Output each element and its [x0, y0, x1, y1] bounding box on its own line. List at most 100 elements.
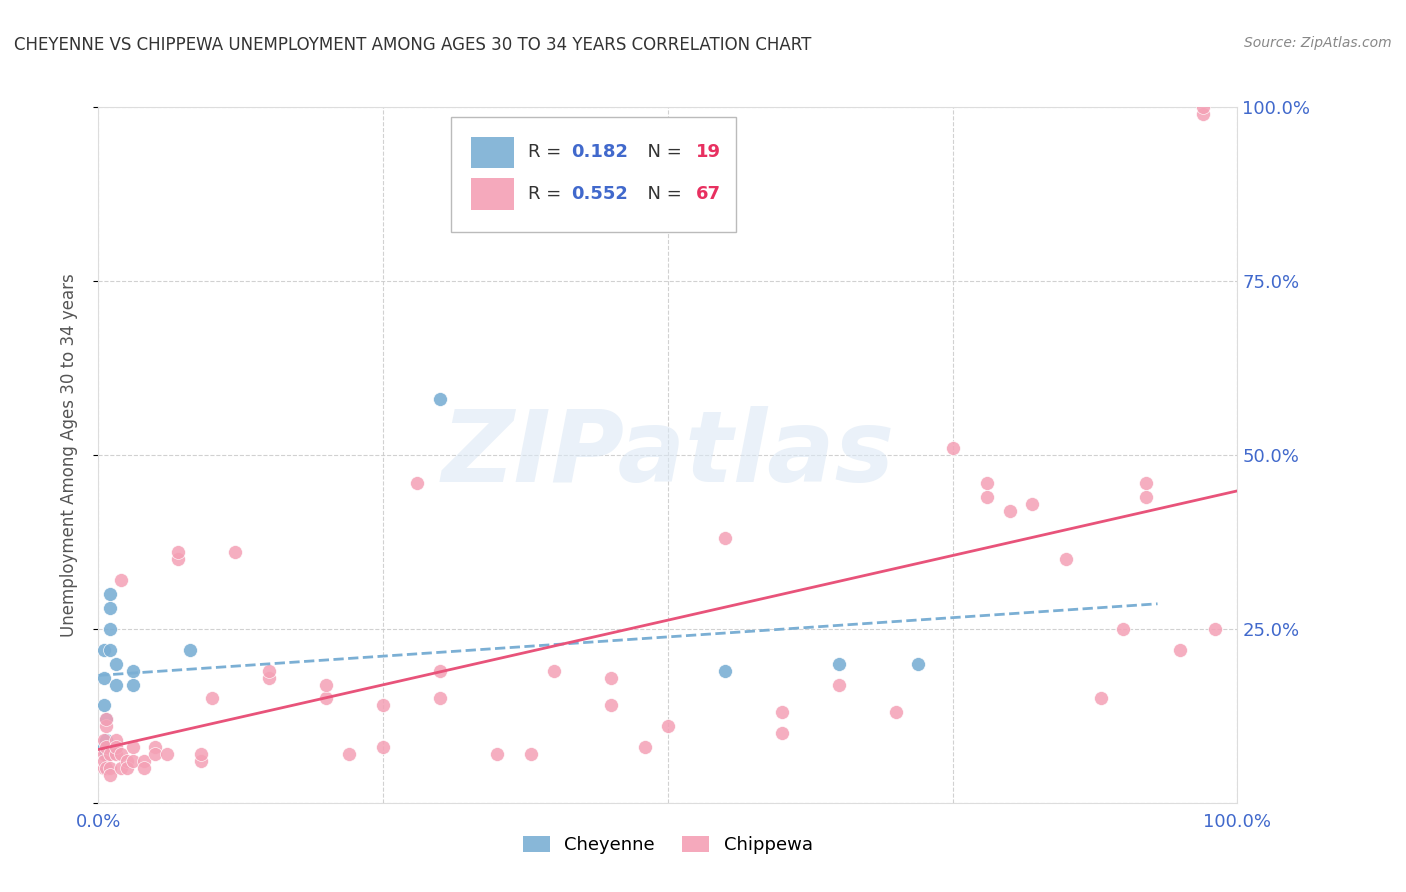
Point: [224, 545, 246, 559]
Point: [115, 754, 138, 768]
Point: [998, 503, 1021, 517]
Point: [98, 587, 121, 601]
Point: [315, 677, 337, 691]
Point: [657, 719, 679, 733]
Point: [96, 761, 118, 775]
Point: [1021, 497, 1043, 511]
Point: [104, 747, 127, 761]
Point: [486, 747, 509, 761]
Point: [93, 642, 115, 657]
Point: [942, 441, 965, 455]
FancyBboxPatch shape: [471, 136, 515, 168]
Point: [98, 601, 121, 615]
Point: [98, 642, 121, 657]
Point: [1135, 475, 1157, 490]
Point: [96, 719, 118, 733]
Point: [145, 740, 167, 755]
Point: [96, 712, 118, 726]
Legend: Cheyenne, Chippewa: Cheyenne, Chippewa: [515, 827, 821, 863]
Point: [429, 664, 451, 678]
Point: [167, 545, 190, 559]
Point: [121, 740, 143, 755]
Text: ZIPatlas: ZIPatlas: [441, 407, 894, 503]
Point: [104, 740, 127, 755]
Text: N =: N =: [636, 144, 688, 161]
Point: [406, 475, 429, 490]
Text: N =: N =: [636, 185, 688, 203]
Point: [96, 740, 118, 755]
Point: [190, 754, 212, 768]
Point: [104, 733, 127, 747]
Text: CHEYENNE VS CHIPPEWA UNEMPLOYMENT AMONG AGES 30 TO 34 YEARS CORRELATION CHART: CHEYENNE VS CHIPPEWA UNEMPLOYMENT AMONG …: [14, 36, 811, 54]
Point: [98, 622, 121, 636]
Point: [104, 657, 127, 671]
Point: [1170, 642, 1192, 657]
Point: [93, 754, 115, 768]
Point: [315, 691, 337, 706]
Point: [1112, 622, 1135, 636]
Point: [110, 761, 132, 775]
Point: [371, 698, 394, 713]
Point: [770, 706, 793, 720]
Point: [976, 475, 998, 490]
Text: Source: ZipAtlas.com: Source: ZipAtlas.com: [1244, 36, 1392, 50]
Point: [714, 664, 737, 678]
Point: [104, 677, 127, 691]
Text: R =: R =: [527, 144, 567, 161]
Point: [96, 747, 118, 761]
Point: [190, 747, 212, 761]
Point: [132, 754, 155, 768]
Point: [96, 712, 118, 726]
Point: [429, 392, 451, 407]
Point: [201, 691, 224, 706]
Point: [1054, 552, 1078, 566]
Text: 67: 67: [696, 185, 721, 203]
Point: [520, 747, 543, 761]
Text: 0.182: 0.182: [571, 144, 628, 161]
Y-axis label: Unemployment Among Ages 30 to 34 years: Unemployment Among Ages 30 to 34 years: [59, 273, 77, 637]
Point: [1204, 622, 1226, 636]
Point: [179, 642, 201, 657]
Point: [259, 671, 281, 685]
Text: R =: R =: [527, 185, 567, 203]
Point: [600, 698, 623, 713]
Point: [429, 691, 451, 706]
Point: [634, 740, 657, 755]
Point: [976, 490, 998, 504]
Point: [93, 698, 115, 713]
Point: [828, 677, 851, 691]
Point: [121, 677, 143, 691]
Point: [371, 740, 394, 755]
Point: [96, 761, 118, 775]
Point: [156, 747, 179, 761]
Point: [93, 747, 115, 761]
Point: [167, 552, 190, 566]
Point: [145, 747, 167, 761]
Text: 19: 19: [696, 144, 721, 161]
Point: [132, 761, 155, 775]
Point: [907, 657, 929, 671]
FancyBboxPatch shape: [471, 178, 515, 210]
Point: [259, 664, 281, 678]
Point: [1135, 490, 1157, 504]
Point: [96, 733, 118, 747]
Point: [714, 532, 737, 546]
Point: [93, 761, 115, 775]
Point: [98, 747, 121, 761]
Text: 0.552: 0.552: [571, 185, 628, 203]
Point: [110, 573, 132, 587]
Point: [1192, 100, 1215, 114]
Point: [828, 657, 851, 671]
Point: [1192, 107, 1215, 121]
Point: [121, 664, 143, 678]
Point: [884, 706, 907, 720]
Point: [93, 733, 115, 747]
Point: [115, 761, 138, 775]
Point: [110, 747, 132, 761]
Point: [1090, 691, 1112, 706]
Point: [93, 671, 115, 685]
Point: [93, 740, 115, 755]
Point: [543, 664, 565, 678]
Point: [600, 671, 623, 685]
Point: [770, 726, 793, 740]
